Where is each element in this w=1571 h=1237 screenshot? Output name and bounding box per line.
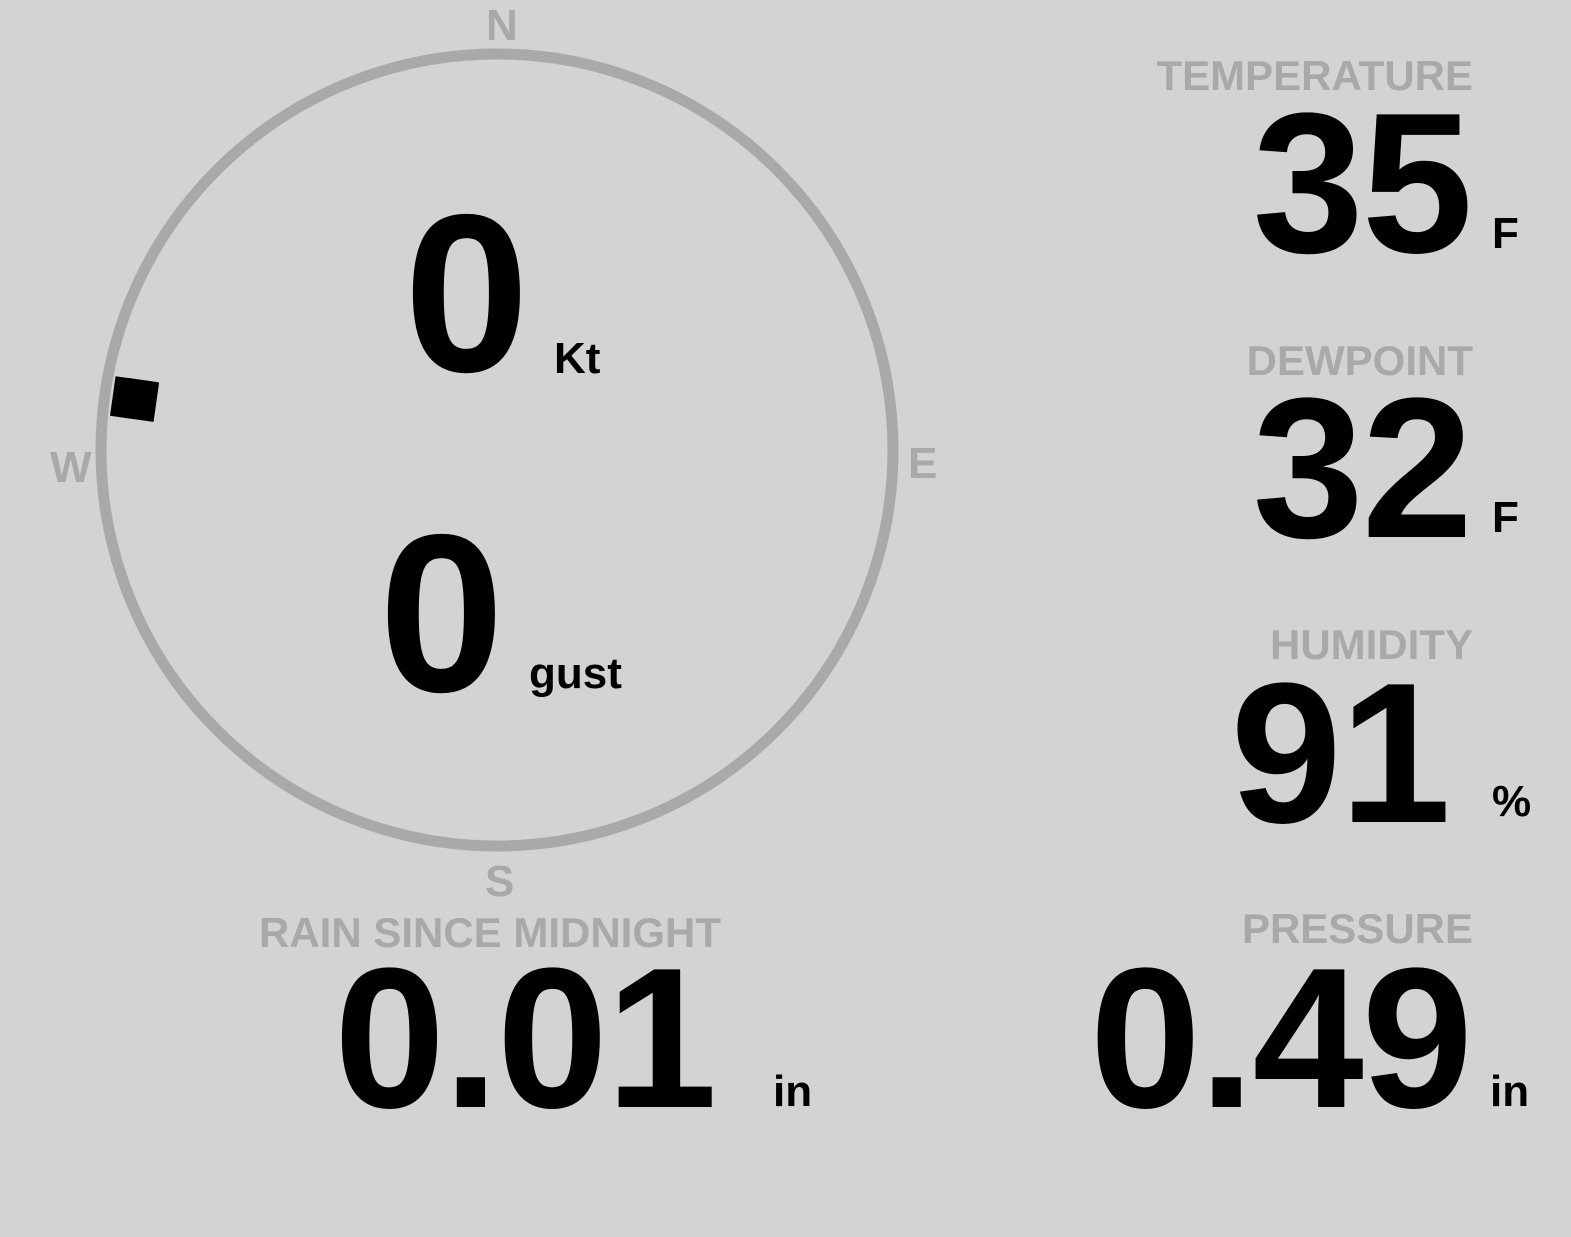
temperature-value: 35 [1252, 72, 1473, 295]
rain-value: 0.01 [334, 927, 717, 1150]
rain-unit: in [773, 1067, 813, 1116]
pressure-card: PRESSURE [1242, 908, 1473, 950]
wind-speed-value: 0 [404, 167, 529, 419]
dewpoint-unit: F [1492, 493, 1519, 542]
temperature-card: TEMPERATURE [1156, 55, 1473, 97]
pressure-value: 0.49 [1089, 927, 1473, 1150]
humidity-card: HUMIDITY [1270, 624, 1473, 666]
dewpoint-label: DEWPOINT [1246, 337, 1473, 384]
compass-east-label: E [908, 439, 938, 488]
compass-south-label: S [485, 857, 515, 906]
pressure-unit: in [1490, 1067, 1530, 1116]
compass-west-label: W [50, 443, 92, 492]
humidity-unit: % [1492, 777, 1532, 826]
wind-gust-value: 0 [379, 487, 504, 739]
compass-north-label: N [486, 1, 518, 50]
wind-speed-unit: Kt [554, 334, 601, 383]
dewpoint-card: DEWPOINT [1247, 340, 1473, 382]
temperature-unit: F [1492, 209, 1519, 258]
pressure-label: PRESSURE [1241, 905, 1473, 952]
rain-label: RAIN SINCE MIDNIGHT [259, 909, 721, 956]
temperature-label: TEMPERATURE [1156, 52, 1473, 99]
compass-ring [95, 48, 899, 852]
dewpoint-value: 32 [1252, 357, 1473, 580]
wind-direction-marker [109, 376, 160, 422]
humidity-value: 91 [1230, 642, 1451, 865]
humidity-label: HUMIDITY [1270, 621, 1473, 668]
wind-gust-unit: gust [529, 649, 622, 698]
